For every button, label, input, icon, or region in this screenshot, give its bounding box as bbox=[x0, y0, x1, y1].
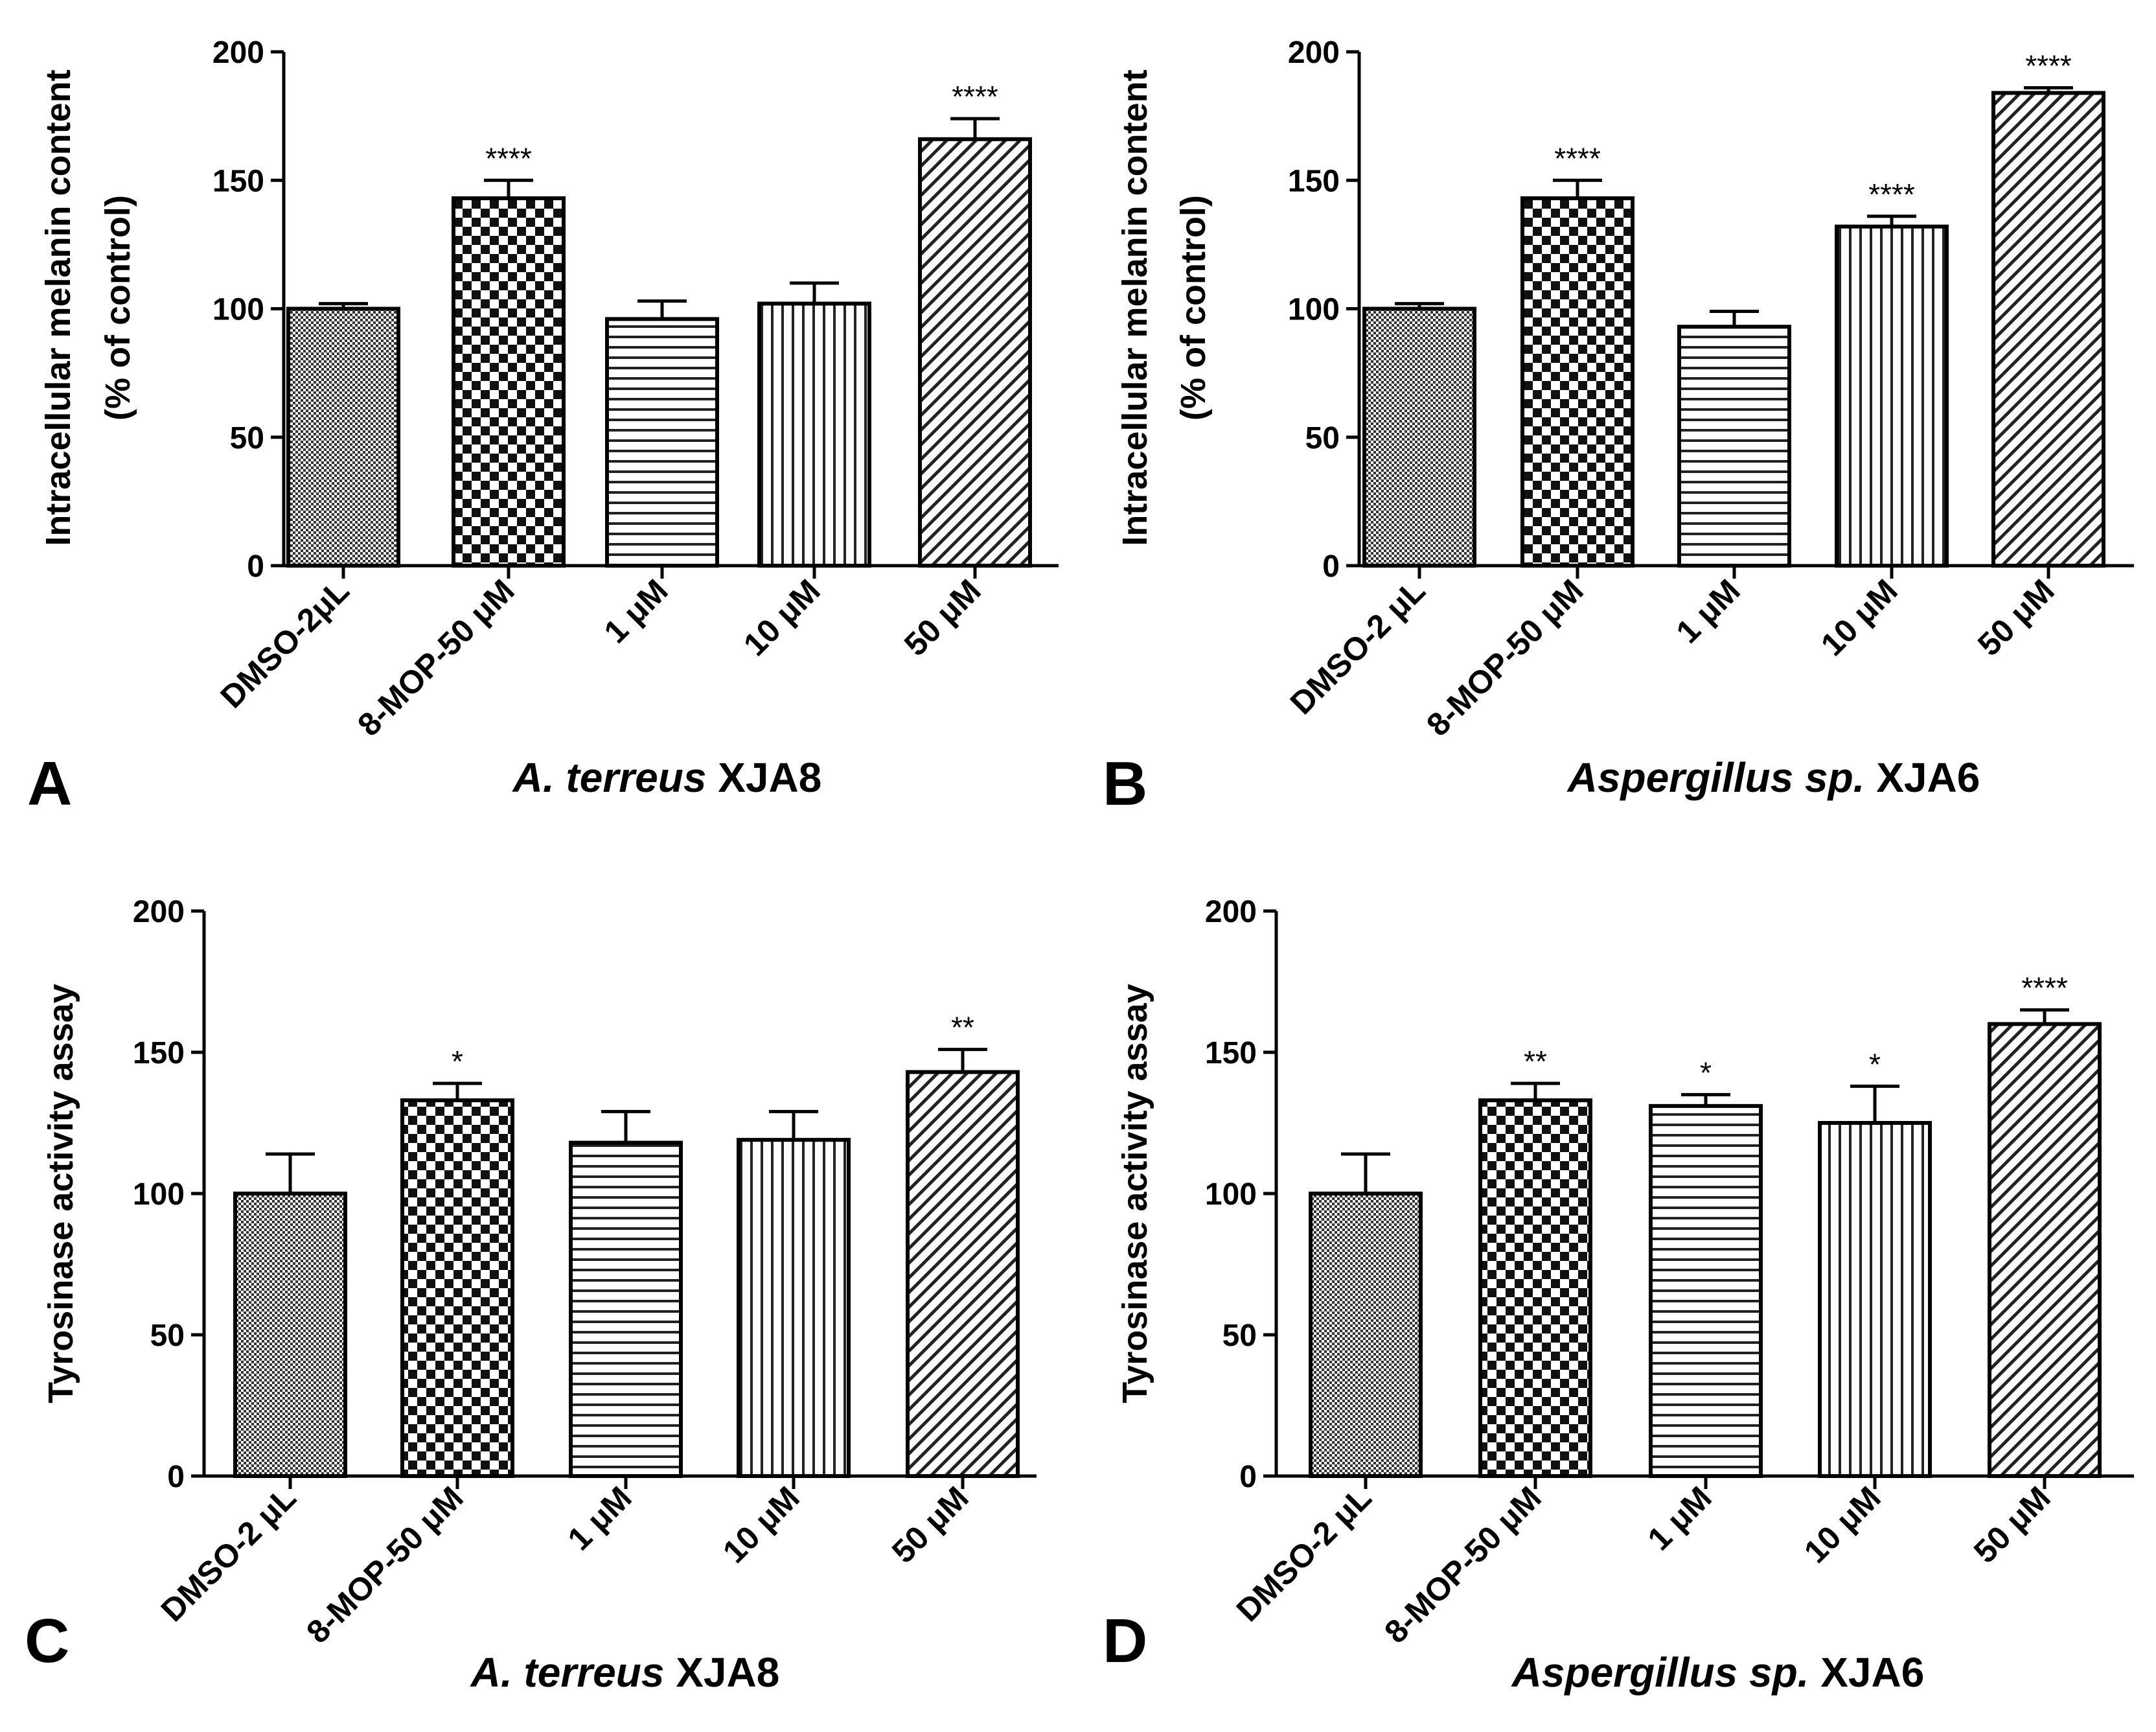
panel-a-chart: 0 50 100 150 200 Intracellular melanin conten… bbox=[27, 36, 1059, 818]
panel-c-title-species: A. terreus bbox=[470, 1649, 665, 1696]
panel-a-ylabel: Intracellular melanin content bbox=[39, 69, 78, 546]
panel-b-ylabel: (% of control) bbox=[1174, 195, 1213, 421]
panel-b-category-label: 8-MOP-50 μM bbox=[1419, 572, 1590, 743]
panel-c-category-label: 8-MOP-50 μM bbox=[299, 1479, 470, 1650]
panel-a-ytick-label: 0 bbox=[247, 549, 264, 584]
panel-c-ytick-label: 100 bbox=[133, 1177, 185, 1212]
panel-a-ytick-label: 100 bbox=[212, 293, 264, 327]
panel-d-bar bbox=[1649, 1103, 1763, 1478]
panel-a-ytick-label: 200 bbox=[212, 36, 264, 70]
panel-d-category-label: 10 μM bbox=[1797, 1479, 1888, 1570]
panel-a-bar bbox=[605, 317, 719, 568]
panel-b-letter: B bbox=[1103, 749, 1147, 818]
panel-d-significance-label: * bbox=[1700, 1056, 1712, 1089]
panel-c-category-label: 50 μM bbox=[885, 1479, 976, 1570]
panel-d-category-label: 1 μM bbox=[1641, 1479, 1719, 1557]
panel-a-category-label: 8-MOP-50 μM bbox=[350, 572, 522, 743]
panel-c-significance-label: ** bbox=[951, 1011, 974, 1045]
panel-d-bar bbox=[1478, 1098, 1592, 1478]
panel-d-ytick-label: 100 bbox=[1205, 1177, 1257, 1212]
panel-b-chart: 0 50 100 150 200 Intracellular melanin conten… bbox=[1103, 36, 2134, 818]
panel-d-ylabel: Tyrosinase activity assay bbox=[1116, 984, 1154, 1403]
panel-b-bar bbox=[1677, 325, 1791, 568]
panel-a-significance-label: **** bbox=[952, 80, 998, 113]
panel-d-ytick-label: 50 bbox=[1222, 1319, 1257, 1353]
panel-b-ytick-label: 100 bbox=[1288, 293, 1340, 327]
panel-c-bar bbox=[737, 1138, 851, 1479]
panel-d-category-label: DMSO-2 μL bbox=[1230, 1479, 1379, 1628]
panel-b-title-species: Aspergillus sp. bbox=[1566, 754, 1865, 801]
panel-b-significance-label: **** bbox=[2025, 49, 2072, 83]
panel-a-category-label: 1 μM bbox=[597, 572, 675, 650]
panel-d-significance-label: ** bbox=[1524, 1045, 1547, 1078]
panel-a-title-species: A. terreus bbox=[512, 754, 707, 801]
panel-b-title-strain: XJA6 bbox=[1864, 754, 1980, 801]
panel-c-ytick-label: 150 bbox=[133, 1036, 185, 1070]
panel-c-bar bbox=[906, 1070, 1020, 1478]
panel-b-bar bbox=[1991, 91, 2105, 568]
panel-d-letter: D bbox=[1103, 1606, 1147, 1676]
panel-a-bar bbox=[452, 196, 566, 568]
panel-a-ytick-label: 150 bbox=[212, 164, 264, 198]
panel-c-title: A. terreus XJA8 bbox=[470, 1649, 780, 1696]
panel-b-category-label: 1 μM bbox=[1669, 572, 1747, 650]
panel-d-title-strain: XJA6 bbox=[1809, 1649, 1924, 1696]
panel-d-bar bbox=[1309, 1192, 1423, 1478]
panel-d-bar bbox=[1988, 1022, 2102, 1478]
panel-a-category-label: DMSO-2μL bbox=[213, 572, 356, 715]
panel-d-title: Aspergillus sp. XJA6 bbox=[1511, 1649, 1925, 1696]
panel-c-category-label: DMSO-2 μL bbox=[154, 1479, 303, 1628]
panel-c-title-strain: XJA8 bbox=[664, 1649, 779, 1696]
panel-a-title-strain: XJA8 bbox=[706, 754, 821, 801]
panel-a-ylabel: (% of control) bbox=[98, 195, 137, 421]
panel-c-letter: C bbox=[25, 1606, 69, 1676]
panel-b-ytick-label: 0 bbox=[1322, 549, 1340, 584]
panel-d-ytick-label: 0 bbox=[1239, 1460, 1257, 1494]
panel-b-category-label: DMSO-2 μL bbox=[1283, 572, 1432, 721]
panel-d-category-label: 8-MOP-50 μM bbox=[1377, 1479, 1548, 1650]
panel-d-ytick-label: 150 bbox=[1205, 1036, 1257, 1070]
panel-c-bar bbox=[569, 1140, 683, 1478]
panel-d-significance-label: **** bbox=[2021, 971, 2068, 1005]
panel-b-title: Aspergillus sp. XJA6 bbox=[1566, 754, 1980, 801]
panel-b-significance-label: **** bbox=[1554, 141, 1601, 175]
panel-a-category-label: 10 μM bbox=[737, 572, 827, 663]
panel-a-bar bbox=[757, 301, 871, 568]
panel-a-bar bbox=[286, 306, 400, 568]
panel-b-ytick-label: 50 bbox=[1305, 421, 1340, 456]
panel-d-ytick-label: 200 bbox=[1205, 895, 1257, 929]
panel-c-significance-label: * bbox=[452, 1045, 463, 1078]
panel-c-ytick-label: 200 bbox=[133, 895, 185, 929]
panel-d-significance-label: * bbox=[1869, 1047, 1881, 1081]
panel-c-ytick-label: 50 bbox=[150, 1319, 185, 1353]
panel-c-ylabel: Tyrosinase activity assay bbox=[41, 984, 80, 1403]
panel-c-bar bbox=[400, 1098, 514, 1478]
panel-b-bar bbox=[1520, 196, 1634, 568]
panel-c-category-label: 1 μM bbox=[561, 1479, 639, 1557]
panel-d-bar bbox=[1818, 1121, 1932, 1478]
panel-a-ytick-label: 50 bbox=[230, 421, 264, 456]
panel-c-bar bbox=[233, 1192, 347, 1478]
panel-b-bar bbox=[1362, 306, 1476, 568]
panel-b-significance-label: **** bbox=[1868, 178, 1915, 211]
panel-b-ylabel: Intracellular melanin content bbox=[1116, 69, 1154, 546]
panel-d-category-label: 50 μM bbox=[1967, 1479, 2058, 1570]
panel-b-category-label: 10 μM bbox=[1814, 572, 1905, 663]
panel-d-title-species: Aspergillus sp. bbox=[1511, 1649, 1809, 1696]
panel-c-category-label: 10 μM bbox=[716, 1479, 807, 1570]
panel-b-ytick-label: 150 bbox=[1288, 164, 1340, 198]
panel-a-category-label: 50 μM bbox=[897, 572, 988, 663]
panel-a-title: A. terreus XJA8 bbox=[512, 754, 822, 801]
panel-a-significance-label: **** bbox=[485, 141, 532, 175]
panel-d-chart: 0 50 100 150 200 Tyrosinase activity assay DMS… bbox=[1103, 895, 2134, 1696]
panel-b-category-label: 50 μM bbox=[1971, 572, 2061, 663]
panel-c-ytick-label: 0 bbox=[167, 1460, 185, 1494]
panel-b-bar bbox=[1835, 224, 1949, 568]
panel-b-ytick-label: 200 bbox=[1288, 36, 1340, 70]
panel-a-bar bbox=[918, 137, 1032, 568]
panel-c-chart: 0 50 100 150 200 Tyrosinase activity assay DMS… bbox=[25, 895, 1037, 1696]
panel-a-letter: A bbox=[27, 749, 72, 818]
